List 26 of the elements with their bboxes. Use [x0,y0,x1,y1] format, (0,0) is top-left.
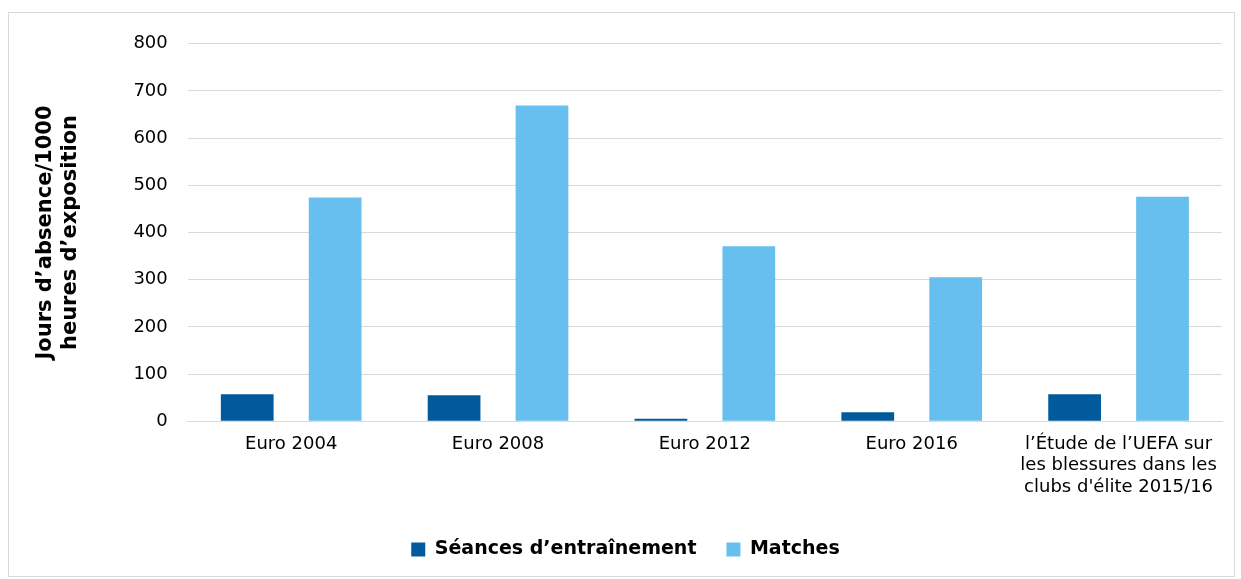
y-tick-label: 600 [133,125,168,147]
y-tick-label: 200 [133,314,168,336]
y-tick-label: 800 [133,31,168,53]
legend-label: Matches [749,536,840,559]
bar [1136,196,1189,421]
x-tick-label: Euro 2012 [658,431,752,453]
y-tick-label: 100 [133,361,168,383]
x-tick-label: Euro 2008 [451,431,545,453]
y-tick-label: 300 [133,267,168,289]
x-tick-label: l’Étude de l’UEFA sur les blessures dans les clubs d'élite 2015/16 [1020,431,1217,496]
y-tick-label: 700 [133,78,168,100]
y-tick-label: 500 [133,173,168,194]
bar [220,394,274,421]
y-tick-label: 400 [133,220,168,242]
bar [929,277,983,421]
y-tick-label: 0 [156,408,168,430]
bar [841,412,895,421]
x-tick-label: Euro 2016 [865,431,958,453]
x-tick-label: Euro 2004 [245,431,338,453]
legend-label: Séances d’entraînement [434,536,697,559]
bar [427,395,481,421]
bar [308,197,362,421]
bar [722,246,776,421]
y-axis-title: Jours d’absence/1000 heures d’exposition [32,105,82,362]
bar [515,105,569,421]
bar [1048,394,1101,421]
